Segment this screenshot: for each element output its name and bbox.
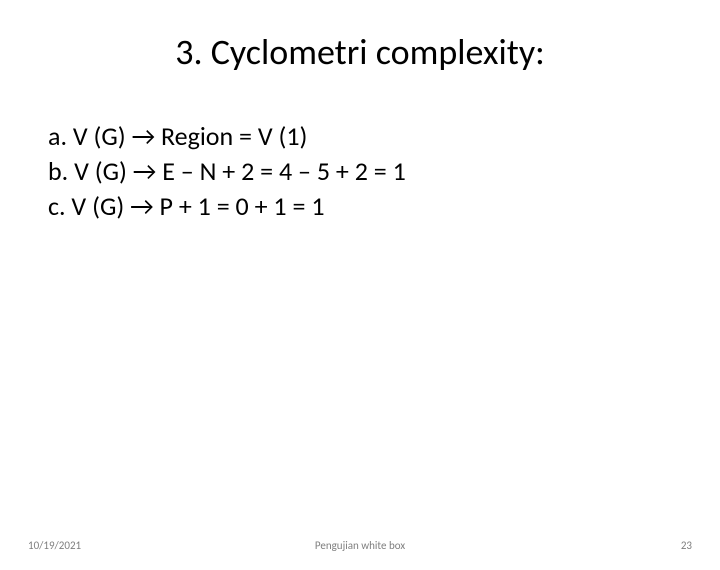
content-area: a. V (G) → Region = V (1) b. V (G) → E –… [48,119,720,224]
line-b: b. V (G) → E – N + 2 = 4 – 5 + 2 = 1 [48,154,720,189]
footer-page-number: 23 [681,539,692,552]
footer-title: Pengujian white box [315,539,405,552]
footer-date: 10/19/2021 [28,539,81,552]
slide-title: 3. Cyclometri complexity: [0,30,720,74]
line-c: c. V (G) → P + 1 = 0 + 1 = 1 [48,189,720,224]
footer: 10/19/2021 Pengujian white box 23 [0,539,720,552]
line-a: a. V (G) → Region = V (1) [48,119,720,154]
